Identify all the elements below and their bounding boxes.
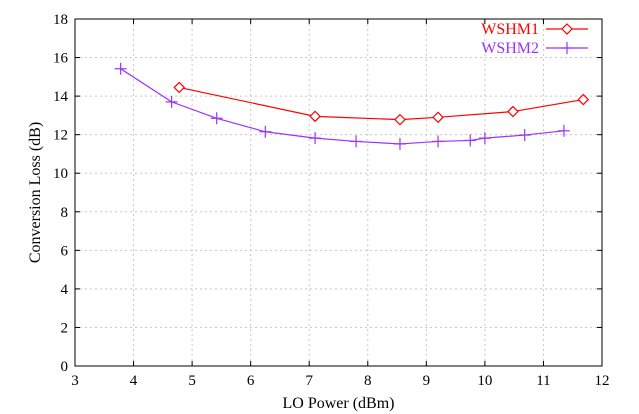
legend-marker-wshm2: [561, 42, 573, 54]
x-tick-label: 6: [247, 373, 255, 389]
x-tick-label: 4: [130, 373, 138, 389]
x-axis-ticks: 3 4 5 6 7 8 9 10 11 12: [71, 19, 610, 389]
axes: [74, 18, 603, 367]
legend-marker-wshm1: [561, 23, 573, 35]
x-tick-label: 5: [188, 373, 196, 389]
y-tick-label: 4: [61, 282, 69, 298]
y-tick-label: 8: [61, 205, 69, 221]
x-tick-label: 10: [477, 373, 492, 389]
series-wshm2: [114, 62, 570, 150]
x-tick-label: 8: [364, 373, 372, 389]
data-point-wshm2: [165, 95, 178, 108]
y-tick-label: 18: [53, 12, 68, 28]
y-tick-label: 2: [61, 320, 69, 336]
data-point-wshm1: [432, 111, 444, 124]
legend-label-wshm2: WSHM2: [481, 40, 539, 57]
y-axis-label: Conversion Loss (dB): [27, 122, 44, 263]
x-tick-label: 9: [423, 373, 431, 389]
x-tick-label: 7: [305, 373, 313, 389]
series-line-wshm2: [120, 68, 565, 145]
y-tick-label: 10: [53, 166, 68, 182]
x-axis-label: LO Power (dBm): [283, 395, 395, 412]
data-point-wshm1: [507, 105, 519, 118]
data-point-wshm1: [309, 110, 321, 123]
grid: [75, 19, 602, 366]
y-axis-ticks: 0 2 4 6 8 10 12 14 16 18: [53, 12, 602, 375]
data-point-wshm1: [173, 81, 186, 94]
series-line-wshm1: [179, 86, 584, 121]
legend-label-wshm1: WSHM1: [481, 21, 539, 38]
data-point-wshm2: [259, 125, 272, 138]
x-tick-label: 12: [595, 373, 610, 389]
data-point-wshm2: [478, 132, 491, 145]
data-point-wshm2: [350, 135, 363, 148]
data-point-wshm2: [557, 124, 570, 137]
data-point-wshm2: [432, 135, 445, 148]
data-point-wshm2: [309, 132, 322, 145]
data-point-wshm2: [210, 112, 223, 125]
y-tick-label: 0: [61, 359, 69, 375]
legend: WSHM1 WSHM2: [481, 21, 588, 57]
y-tick-label: 14: [53, 89, 69, 105]
data-point-wshm2: [464, 134, 477, 147]
data-point-wshm2: [393, 137, 406, 150]
data-point-wshm2: [518, 129, 531, 142]
data-point-wshm1: [394, 113, 406, 126]
y-tick-label: 6: [61, 243, 69, 259]
y-tick-label: 12: [53, 128, 68, 144]
x-tick-label: 11: [536, 373, 550, 389]
x-tick-label: 3: [71, 373, 79, 389]
series-group: [114, 62, 590, 150]
y-tick-label: 16: [53, 51, 69, 67]
data-point-wshm1: [577, 93, 590, 106]
plot-frame: [74, 18, 603, 367]
series-wshm1: [173, 81, 590, 126]
data-point-wshm2: [114, 62, 127, 75]
